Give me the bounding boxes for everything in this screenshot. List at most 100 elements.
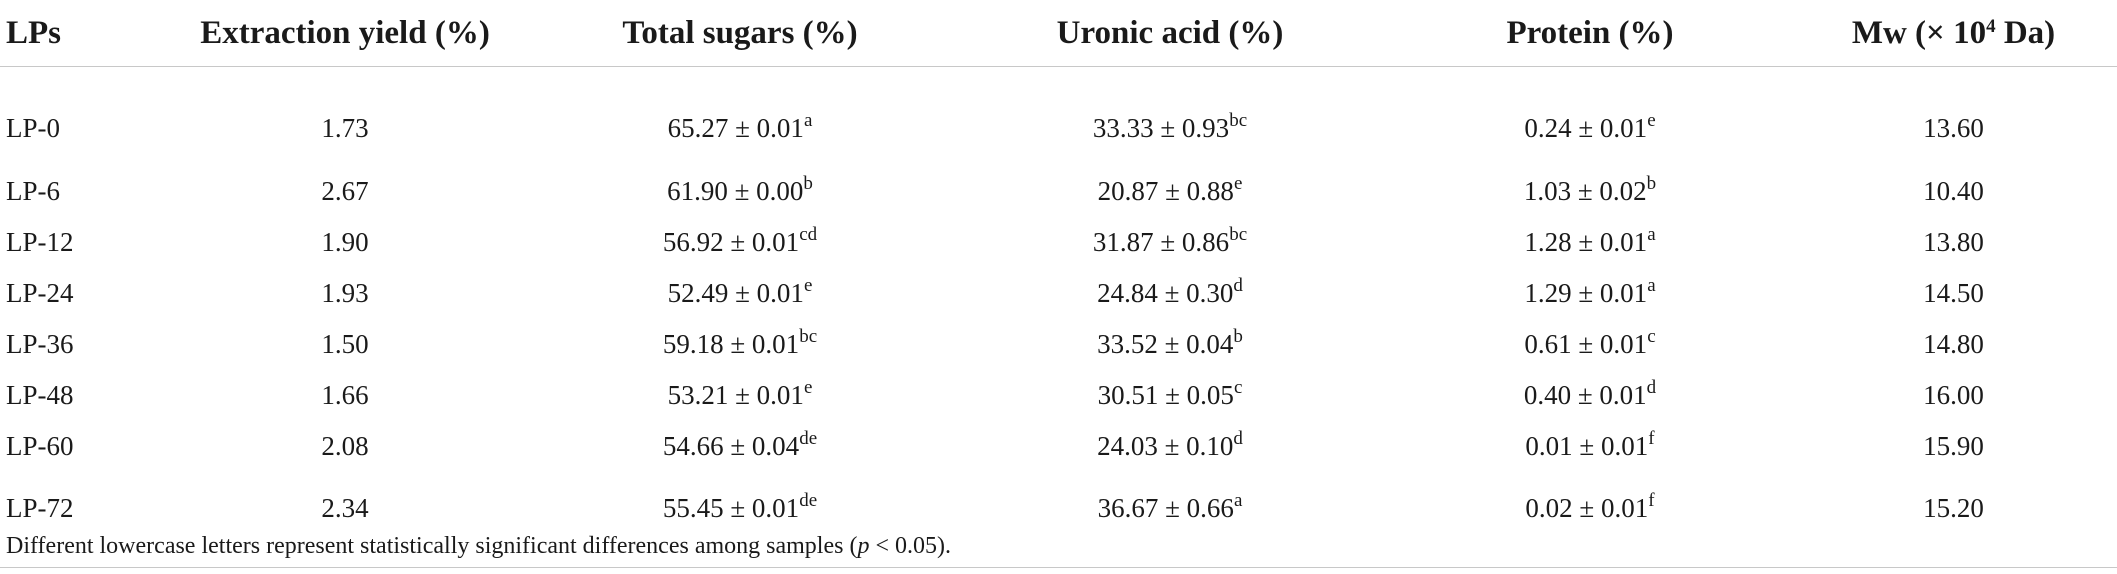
cell-total-sugars: 53.21 ± 0.01e xyxy=(530,370,950,421)
cell-total-sugars-value: 55.45 ± 0.01 xyxy=(662,493,800,523)
cell-lp-value: LP-24 xyxy=(6,278,74,308)
cell-uronic-acid-significance-letter: d xyxy=(1233,275,1243,296)
cell-total-sugars-value: 56.92 ± 0.01 xyxy=(662,227,800,257)
cell-uronic-acid-value: 36.67 ± 0.66 xyxy=(1097,493,1234,523)
cell-mw-value: 13.60 xyxy=(1923,113,1984,143)
cell-mw-value: 16.00 xyxy=(1923,380,1984,410)
table-row: LP-36 1.50 59.18 ± 0.01bc 33.52 ± 0.04b 0.61… xyxy=(0,319,2117,370)
cell-uronic-acid-value: 24.84 ± 0.30 xyxy=(1097,278,1234,308)
table-body: LP-0 1.73 65.27 ± 0.01a 33.33 ± 0.93bc 0.24 … xyxy=(0,67,2117,568)
cell-uronic-acid: 31.87 ± 0.86bc xyxy=(950,217,1390,268)
cell-total-sugars: 59.18 ± 0.01bc xyxy=(530,319,950,370)
table-header-row: LPs Extraction yield (%) Total sugars (%… xyxy=(0,0,2117,67)
cell-uronic-acid-value: 24.03 ± 0.10 xyxy=(1097,431,1234,461)
cell-uronic-acid: 36.67 ± 0.66a xyxy=(950,472,1390,568)
footnote-p-symbol: p xyxy=(857,533,870,559)
table-row: LP-0 1.73 65.27 ± 0.01a 33.33 ± 0.93bc 0.24 … xyxy=(0,67,2117,167)
cell-uronic-acid-significance-letter: d xyxy=(1233,428,1243,449)
cell-mw-value: 15.20 xyxy=(1923,493,1984,523)
cell-lp: LP-12 xyxy=(0,217,160,268)
cell-lp-value: LP-36 xyxy=(6,329,74,359)
cell-protein-value: 0.61 ± 0.01 xyxy=(1524,329,1648,359)
cell-protein: 0.01 ± 0.01f xyxy=(1390,421,1790,472)
cell-total-sugars-value: 61.90 ± 0.00 xyxy=(667,176,804,206)
cell-uronic-acid: 30.51 ± 0.05c xyxy=(950,370,1390,421)
cell-protein-significance-letter: b xyxy=(1646,173,1657,194)
cell-mw-value: 14.50 xyxy=(1923,278,1984,308)
cell-uronic-acid-value: 20.87 ± 0.88 xyxy=(1097,176,1234,206)
cell-extraction-yield: 1.90 xyxy=(160,217,530,268)
cell-total-sugars: 65.27 ± 0.01a xyxy=(530,67,950,167)
cell-total-sugars-significance-letter: e xyxy=(803,275,813,296)
cell-protein-significance-letter: f xyxy=(1648,490,1655,511)
header-lps: LPs xyxy=(6,14,62,51)
cell-uronic-acid-significance-letter: c xyxy=(1233,377,1243,398)
cell-uronic-acid: 24.84 ± 0.30d xyxy=(950,268,1390,319)
cell-extraction-yield: 1.73 xyxy=(160,67,530,167)
header-mw-suffix: Da) xyxy=(1995,14,2056,51)
cell-mw-value: 14.80 xyxy=(1923,329,1984,359)
cell-lp: LP-72 xyxy=(0,472,160,568)
cell-extraction-yield-value: 1.90 xyxy=(321,227,369,257)
cell-total-sugars-value: 65.27 ± 0.01 xyxy=(667,113,804,143)
cell-mw: 13.60 xyxy=(1790,67,2117,167)
cell-lp: LP-48 xyxy=(0,370,160,421)
cell-total-sugars-value: 59.18 ± 0.01 xyxy=(662,329,800,359)
table-row: LP-60 2.08 54.66 ± 0.04de 24.03 ± 0.10d 0.01… xyxy=(0,421,2117,472)
cell-extraction-yield: 1.66 xyxy=(160,370,530,421)
cell-uronic-acid: 33.52 ± 0.04b xyxy=(950,319,1390,370)
cell-extraction-yield-value: 1.66 xyxy=(321,380,369,410)
cell-uronic-acid: 20.87 ± 0.88e xyxy=(950,166,1390,217)
cell-extraction-yield-value: 1.73 xyxy=(321,113,369,143)
cell-mw: 16.00 xyxy=(1790,370,2117,421)
header-extraction-yield: Extraction yield (%) xyxy=(200,14,490,51)
footnote-text: Different lowercase letters represent st… xyxy=(6,533,858,559)
cell-total-sugars-significance-letter: cd xyxy=(799,224,818,245)
cell-extraction-yield-value: 2.67 xyxy=(321,176,369,206)
header-mw-exponent: 4 xyxy=(1986,15,1996,37)
header-mw-prefix: Mw (× 10 xyxy=(1851,14,1987,51)
cell-uronic-acid-value: 31.87 ± 0.86 xyxy=(1092,227,1230,257)
cell-mw: 15.20 xyxy=(1790,472,2117,568)
cell-mw: 10.40 xyxy=(1790,166,2117,217)
cell-extraction-yield-value: 2.08 xyxy=(321,431,369,461)
cell-protein-significance-letter: f xyxy=(1648,428,1655,449)
cell-protein-value: 0.02 ± 0.01 xyxy=(1525,493,1649,523)
cell-extraction-yield: 1.93 xyxy=(160,268,530,319)
cell-lp-value: LP-60 xyxy=(6,431,74,461)
cell-uronic-acid-significance-letter: bc xyxy=(1229,224,1248,245)
cell-mw: 14.50 xyxy=(1790,268,2117,319)
cell-uronic-acid: 33.33 ± 0.93bc xyxy=(950,67,1390,167)
cell-total-sugars-value: 54.66 ± 0.04 xyxy=(662,431,800,461)
cell-lp-value: LP-0 xyxy=(6,113,60,143)
cell-mw-value: 10.40 xyxy=(1923,176,1984,206)
cell-protein-value: 0.40 ± 0.01 xyxy=(1523,380,1647,410)
table-row: LP-12 1.90 56.92 ± 0.01cd 31.87 ± 0.86bc 1.2… xyxy=(0,217,2117,268)
cell-lp: LP-6 xyxy=(0,166,160,217)
cell-mw-value: 13.80 xyxy=(1923,227,1984,257)
cell-protein-significance-letter: a xyxy=(1647,224,1656,245)
cell-total-sugars-significance-letter: a xyxy=(803,110,813,131)
cell-protein: 1.03 ± 0.02b xyxy=(1390,166,1790,217)
table-footnote: Different lowercase letters represent st… xyxy=(6,533,951,560)
cell-lp-value: LP-12 xyxy=(6,227,74,257)
cell-total-sugars-significance-letter: e xyxy=(803,377,813,398)
cell-uronic-acid-value: 33.33 ± 0.93 xyxy=(1092,113,1230,143)
cell-protein-value: 0.24 ± 0.01 xyxy=(1524,113,1648,143)
cell-total-sugars: 56.92 ± 0.01cd xyxy=(530,217,950,268)
cell-extraction-yield-value: 2.34 xyxy=(321,493,369,523)
cell-protein-value: 0.01 ± 0.01 xyxy=(1525,431,1649,461)
cell-extraction-yield: 2.08 xyxy=(160,421,530,472)
cell-uronic-acid-significance-letter: e xyxy=(1233,173,1243,194)
cell-total-sugars-significance-letter: de xyxy=(799,428,818,449)
table-row: LP-48 1.66 53.21 ± 0.01e 30.51 ± 0.05c 0.40 … xyxy=(0,370,2117,421)
table-row: LP-72 2.34 55.45 ± 0.01de 36.67 ± 0.66a 0.02… xyxy=(0,472,2117,568)
cell-protein-significance-letter: a xyxy=(1647,275,1656,296)
cell-total-sugars-value: 53.21 ± 0.01 xyxy=(667,380,804,410)
cell-extraction-yield-value: 1.93 xyxy=(321,278,369,308)
cell-lp: LP-36 xyxy=(0,319,160,370)
table-row: LP-24 1.93 52.49 ± 0.01e 24.84 ± 0.30d 1.29 … xyxy=(0,268,2117,319)
cell-protein: 0.61 ± 0.01c xyxy=(1390,319,1790,370)
cell-total-sugars-significance-letter: de xyxy=(799,490,818,511)
